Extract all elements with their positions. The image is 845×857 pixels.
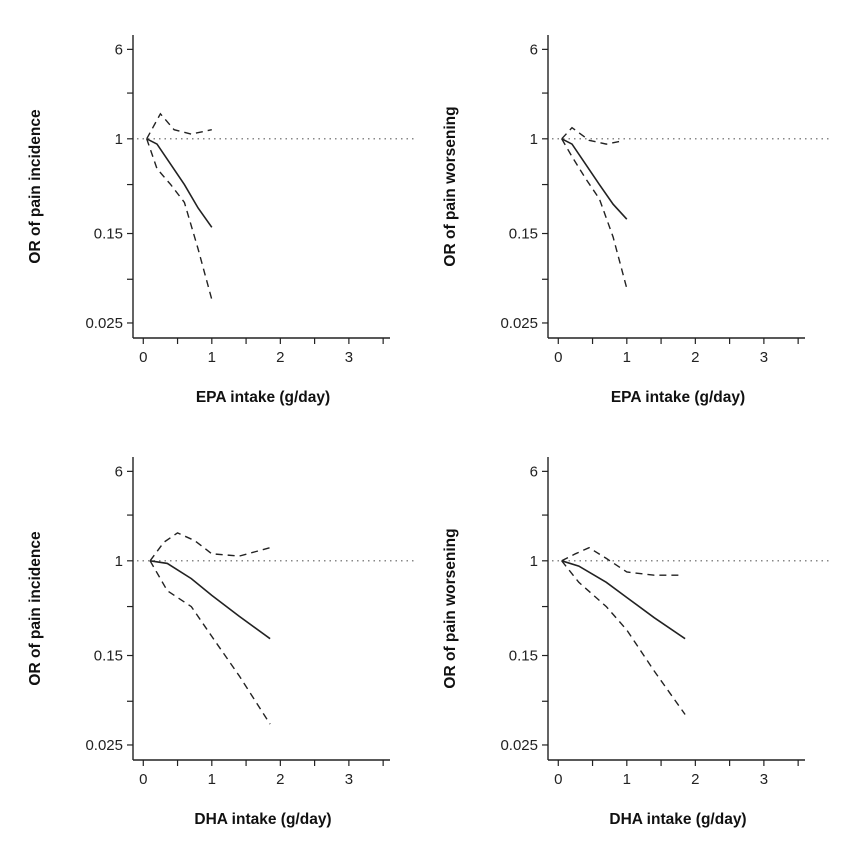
estimate-line <box>146 138 213 228</box>
y-tick-label: 6 <box>530 41 538 58</box>
y-tick-label: 0.025 <box>500 315 538 332</box>
x-tick-label: 3 <box>760 771 768 788</box>
upper-ci-line <box>561 546 682 576</box>
x-tick-label: 1 <box>208 349 216 366</box>
y-tick-label: 0.025 <box>85 315 123 332</box>
x-axis-title: EPA intake (g/day) <box>196 389 330 406</box>
y-tick-label: 0.025 <box>85 737 123 754</box>
y-tick-label: 1 <box>530 131 538 148</box>
x-tick-label: 0 <box>554 349 562 366</box>
estimate-line <box>561 138 628 220</box>
x-tick-label: 2 <box>691 349 699 366</box>
lower-ci-line <box>561 138 628 289</box>
upper-ci-line <box>561 126 621 145</box>
x-tick-label: 3 <box>345 771 353 788</box>
y-tick-label: 1 <box>115 553 123 570</box>
x-tick-label: 2 <box>276 349 284 366</box>
x-tick-label: 1 <box>208 771 216 788</box>
y-axis-title: OR of pain worsening <box>442 106 459 266</box>
lower-ci-line <box>146 138 213 300</box>
x-tick-label: 0 <box>554 771 562 788</box>
chart-dha-pain-incidence: 0.025 0.15 1 6 0 1 2 3 DHA intake (g/day) OR of p… <box>27 457 415 828</box>
x-tick-label: 3 <box>760 349 768 366</box>
chart-epa-pain-worsening: 0.025 0.15 1 6 0 1 2 3 EPA intake (g/day) OR of p… <box>442 35 830 406</box>
y-axis-title: OR of pain incidence <box>27 531 44 686</box>
y-tick-label: 0.15 <box>509 648 538 665</box>
x-tick-label: 3 <box>345 349 353 366</box>
y-axis-title: OR of pain worsening <box>442 528 459 688</box>
estimate-line <box>149 560 271 640</box>
x-axis-title: DHA intake (g/day) <box>609 811 746 828</box>
y-tick-label: 0.025 <box>500 737 538 754</box>
x-tick-label: 2 <box>276 771 284 788</box>
y-tick-label: 0.15 <box>94 226 123 243</box>
y-tick-label: 6 <box>530 463 538 480</box>
upper-ci-line <box>146 112 212 140</box>
y-tick-label: 6 <box>115 463 123 480</box>
lower-ci-line <box>149 560 271 725</box>
chart-epa-pain-incidence: 0.025 0.15 1 6 0 1 2 3 EPA intake (g/day) OR of p… <box>27 35 415 406</box>
y-tick-label: 6 <box>115 41 123 58</box>
x-tick-label: 1 <box>623 349 631 366</box>
y-tick-label: 1 <box>530 553 538 570</box>
x-axis-title: EPA intake (g/day) <box>611 389 745 406</box>
estimate-line <box>561 560 686 640</box>
y-tick-label: 1 <box>115 131 123 148</box>
lower-ci-line <box>561 560 686 715</box>
y-tick-label: 0.15 <box>509 226 538 243</box>
y-axis-title: OR of pain incidence <box>27 109 44 264</box>
x-tick-label: 0 <box>139 349 147 366</box>
chart-dha-pain-worsening: 0.025 0.15 1 6 0 1 2 3 DHA intake (g/day) OR of p… <box>442 457 830 828</box>
upper-ci-line <box>149 532 271 562</box>
y-tick-label: 0.15 <box>94 648 123 665</box>
x-tick-label: 1 <box>623 771 631 788</box>
x-tick-label: 2 <box>691 771 699 788</box>
x-tick-label: 0 <box>139 771 147 788</box>
x-axis-title: DHA intake (g/day) <box>194 811 331 828</box>
